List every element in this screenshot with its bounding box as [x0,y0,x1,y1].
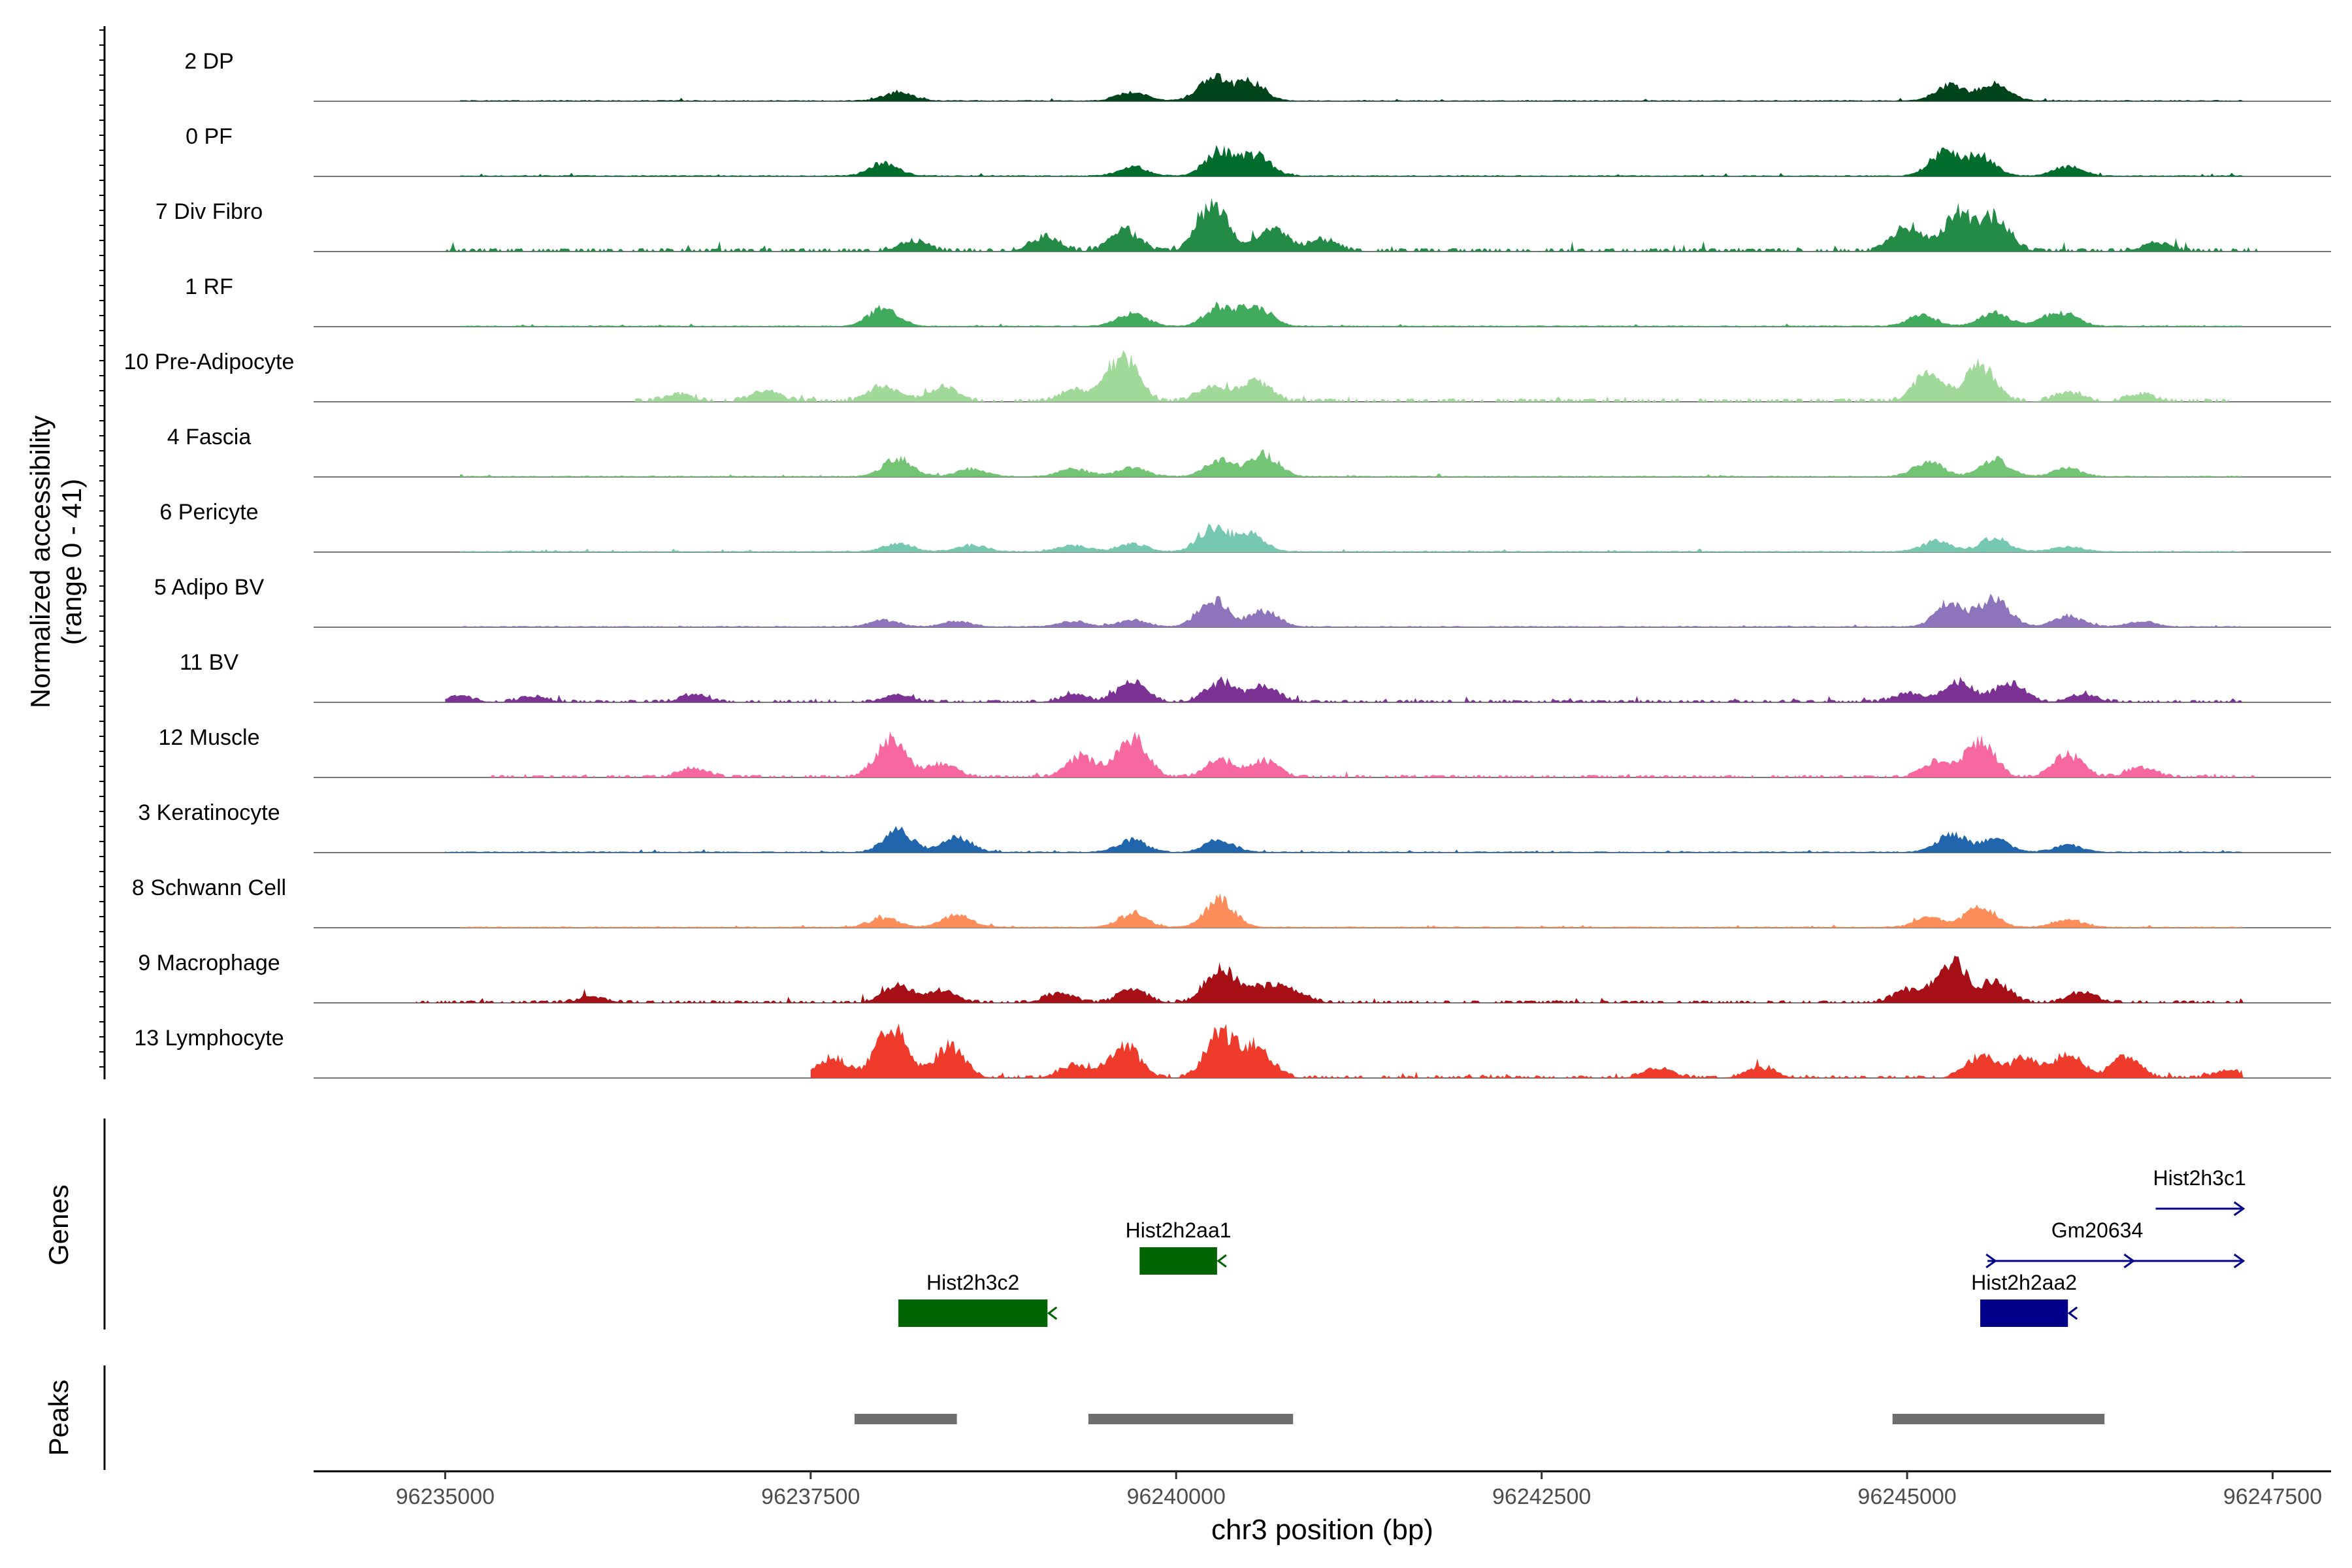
gene-hist2h2aa1: Hist2h2aa1 [1126,1218,1232,1275]
coverage-area [459,523,2244,552]
coverage-area [445,826,2244,853]
track-label: 6 Pericyte [159,500,258,525]
gene-label: Gm20634 [2051,1218,2144,1242]
track-1-rf: 1 RF [185,274,2331,327]
peak-region [1088,1414,1294,1424]
track-11-bv: 11 BV [180,650,2331,703]
x-axis-ticks: 96235000 96237500 96240000 96242500 96245000… [396,1471,2322,1509]
peak-region [854,1414,957,1424]
track-2-dp: 2 DP [184,49,2331,102]
x-tick-label: 96247500 [2223,1484,2322,1509]
track-0-pf: 0 PF [186,124,2331,177]
genes-panel-label: Genes [43,1184,74,1266]
coverage-area [474,731,2259,777]
gene-label: Hist2h3c2 [926,1271,1019,1294]
track-9-macrophage: 9 Macrophage [138,951,2331,1004]
track-label: 5 Adipo BV [154,575,265,600]
gene-hist2h3c1: Hist2h3c1 [2153,1166,2246,1217]
track-label: 2 DP [184,49,234,74]
coverage-area [416,955,2244,1003]
track-label: 12 Muscle [159,725,260,750]
x-tick-label: 96240000 [1127,1484,1226,1509]
coverage-area [459,73,2244,101]
gene-exon [1139,1247,1217,1275]
track-label: 7 Div Fibro [155,199,263,224]
track-7-div-fibro: 7 Div Fibro [155,197,2331,252]
strand-arrow [1217,1254,1227,1268]
gene-hist2h3c2: Hist2h3c2 [898,1271,1058,1327]
coverage-area [459,301,2244,327]
track-4-fascia: 4 Fascia [167,425,2331,478]
x-tick-label: 96245000 [1857,1484,1956,1509]
track-label: 8 Schwann Cell [132,875,286,900]
track-12-muscle: 12 Muscle [159,725,2331,778]
track-8-schwann-cell: 8 Schwann Cell [132,875,2331,928]
coverage-area [810,1023,2244,1078]
track-13-lymphocyte: 13 Lymphocyte [134,1023,2331,1079]
coverage-area [459,893,2244,928]
gene-annotation-panel: Hist2h3c2 Hist2h2aa1 Hist2h2aa2 Gm20634 Hist… [898,1166,2246,1327]
strand-arrow [2067,1306,2078,1320]
track-label: 3 Keratinocyte [138,800,280,825]
strand-arrow [2233,1253,2246,1269]
coverage-area [635,350,2229,402]
coverage-area [459,593,2244,627]
gene-label: Hist2h2aa1 [1126,1218,1232,1242]
track-label: 4 Fascia [167,425,252,449]
gene-hist2h2aa2: Hist2h2aa2 [1971,1271,2078,1327]
track-label: 1 RF [185,274,233,299]
x-tick-label: 96242500 [1492,1484,1591,1509]
strand-arrow [2123,1253,2135,1269]
gene-gm20634: Gm20634 [1985,1218,2246,1269]
coverage-area [459,449,2244,477]
y-axis-title-line1: Normalized accessibility [25,416,56,708]
gene-label: Hist2h3c1 [2153,1166,2246,1190]
track-label: 9 Macrophage [138,951,280,975]
track-panel: 2 DP 0 PF 7 Div Fibro 1 RF 10 Pre-Adipocyte 4… [124,49,2331,1079]
gene-exon [898,1299,1048,1327]
track-label: 10 Pre-Adipocyte [124,350,295,374]
strand-arrow [1985,1253,1997,1269]
peak-region-panel [854,1414,2105,1424]
coverage-area [459,145,2244,176]
y-axis [99,26,106,1079]
peak-region [1892,1414,2105,1424]
strand-arrow [1047,1306,1058,1320]
x-tick-label: 96235000 [396,1484,495,1509]
y-axis-title-line2: (range 0 - 41) [56,479,87,645]
track-5-adipo-bv: 5 Adipo BV [154,575,2331,628]
track-6-pericyte: 6 Pericyte [159,500,2331,553]
track-10-pre-adipocyte: 10 Pre-Adipocyte [124,350,2331,402]
x-tick-label: 96237500 [761,1484,860,1509]
gene-label: Hist2h2aa2 [1971,1271,2077,1294]
x-axis-title: chr3 position (bp) [1211,1514,1433,1546]
track-label: 11 BV [180,650,238,675]
track-label: 13 Lymphocyte [134,1026,284,1051]
track-3-keratinocyte: 3 Keratinocyte [138,800,2331,853]
peaks-panel-label: Peaks [43,1380,74,1456]
strand-arrow [2233,1201,2246,1217]
gene-exon [1980,1299,2068,1327]
coverage-area [445,676,2244,702]
track-label: 0 PF [186,124,233,149]
